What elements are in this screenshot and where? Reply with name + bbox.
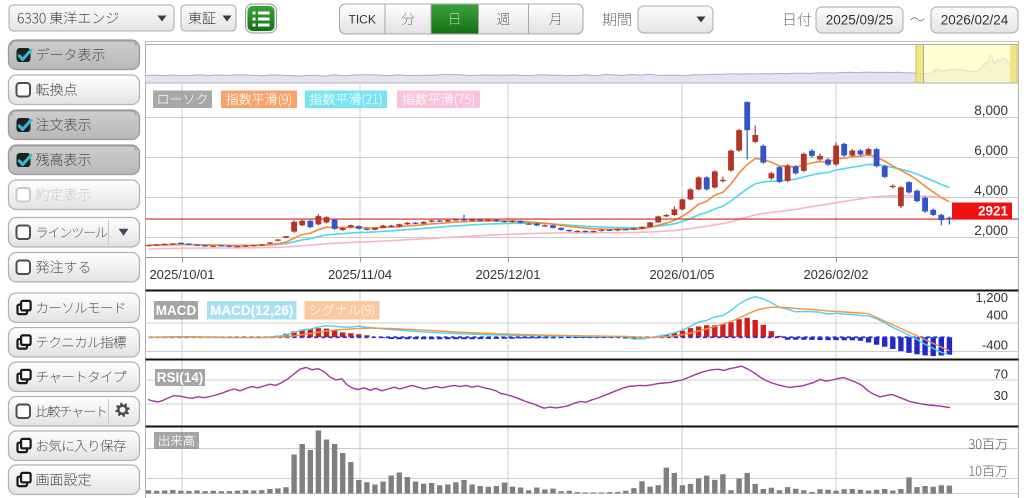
svg-text:400: 400: [986, 308, 1008, 323]
svg-text:2025/12/01: 2025/12/01: [475, 267, 540, 282]
svg-text:4,000: 4,000: [974, 183, 1008, 198]
svg-text:2,000: 2,000: [974, 223, 1008, 238]
svg-text:2025/10/01: 2025/10/01: [149, 267, 214, 282]
svg-text:30: 30: [994, 388, 1008, 403]
svg-text:6,000: 6,000: [974, 143, 1008, 158]
svg-text:2921: 2921: [978, 204, 1009, 219]
svg-text:1,200: 1,200: [975, 290, 1008, 305]
svg-text:TICK: TICK: [349, 13, 376, 27]
svg-text:2025/09/25: 2025/09/25: [826, 12, 894, 27]
svg-text:2026/02/24: 2026/02/24: [941, 12, 1009, 27]
svg-text:MACD: MACD: [156, 303, 197, 318]
svg-text:2026/01/05: 2026/01/05: [649, 267, 714, 282]
svg-text:MACD(12,26): MACD(12,26): [210, 303, 293, 318]
svg-text:8,000: 8,000: [974, 103, 1008, 118]
svg-text:70: 70: [994, 367, 1008, 382]
svg-text:2026/02/02: 2026/02/02: [803, 267, 868, 282]
svg-text:RSI(14): RSI(14): [157, 370, 204, 385]
svg-text:2025/11/04: 2025/11/04: [328, 267, 392, 282]
svg-text:-400: -400: [982, 338, 1008, 353]
